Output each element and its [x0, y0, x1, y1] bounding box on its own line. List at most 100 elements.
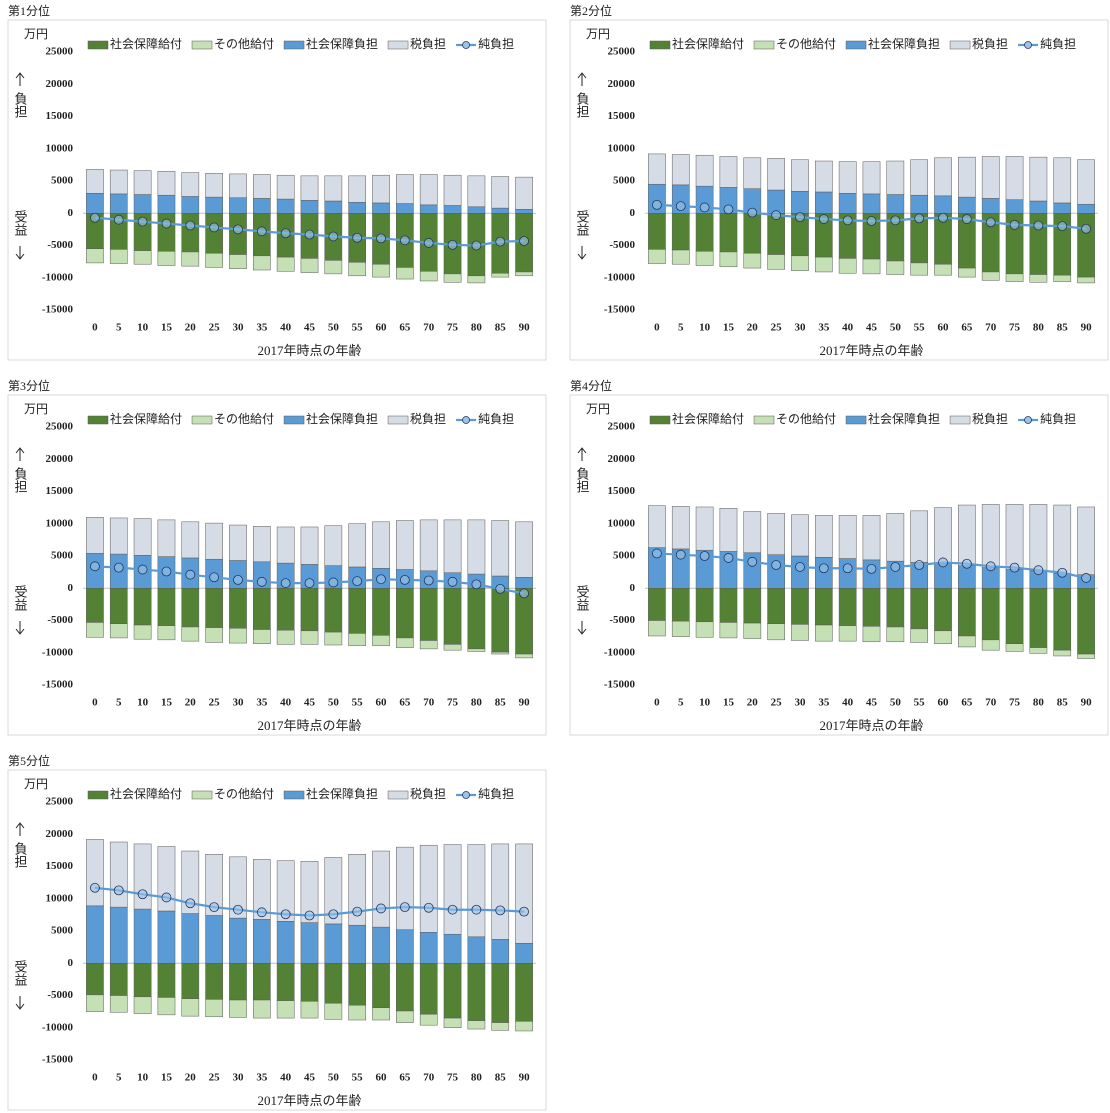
bar-segment: [300, 526, 319, 565]
x-tick-label: 75: [447, 322, 459, 334]
bar-segment: [695, 213, 714, 252]
legend-marker: [1024, 416, 1032, 424]
bar-segment: [981, 504, 1000, 568]
legend-label: その他給付: [214, 37, 274, 51]
line-marker: [161, 566, 172, 577]
bar-segment: [1029, 588, 1048, 648]
x-tick-label: 30: [232, 1072, 244, 1084]
bar-segment: [981, 588, 1000, 641]
bar-segment: [814, 160, 833, 193]
x-tick-label: 85: [1057, 697, 1069, 709]
x-tick-label: 85: [1057, 322, 1069, 334]
y-tick-label: 25000: [608, 421, 636, 433]
bar-segment: [396, 588, 414, 639]
bar-segment: [1077, 159, 1095, 205]
down-arrow: [15, 996, 25, 1010]
x-tick-label: 40: [280, 322, 292, 334]
x-tick-label: 20: [185, 322, 197, 334]
line-marker: [137, 216, 148, 227]
y-tick-label: -5000: [609, 239, 635, 251]
y-unit: 万円: [24, 402, 48, 416]
x-tick-label: 85: [495, 322, 507, 334]
chart-panel: 第4分位万円負担受益-15000-10000-50000500010000150…: [569, 378, 1109, 736]
x-tick-label: 40: [842, 322, 854, 334]
line-marker: [866, 563, 877, 574]
bar-segment: [419, 640, 438, 650]
line-marker: [495, 236, 506, 247]
line-marker: [771, 560, 782, 570]
bar-segment: [157, 997, 176, 1016]
y-tick-label: 25000: [46, 421, 74, 433]
legend-swatch: [387, 415, 409, 425]
y-tick-label: 5000: [613, 550, 636, 562]
x-tick-label: 35: [256, 322, 268, 334]
line-marker: [495, 905, 506, 916]
bar-segment: [491, 272, 510, 278]
bar-segment: [229, 588, 247, 629]
bar-segment: [1077, 213, 1095, 278]
bar-segment: [886, 626, 905, 643]
legend-label: その他給付: [776, 412, 836, 426]
y-tick-label: -15000: [604, 679, 636, 691]
y-tick-label: 10000: [608, 517, 636, 529]
bar-segment: [491, 588, 510, 653]
legend-swatch: [649, 40, 671, 50]
line-marker: [399, 902, 410, 913]
x-tick-label: 65: [399, 697, 411, 709]
x-tick-label: 30: [794, 322, 806, 334]
bar-segment: [491, 520, 510, 577]
bar-segment: [648, 588, 666, 621]
line-marker: [447, 576, 458, 587]
bar-segment: [396, 929, 414, 964]
x-axis-title: 2017年時点の年齢: [257, 718, 361, 733]
bar-segment: [1029, 156, 1048, 202]
bar-segment: [1029, 274, 1048, 283]
bar-segment: [886, 513, 905, 562]
bar-segment: [695, 506, 714, 551]
bar-segment: [157, 519, 176, 557]
y-tick-label: 15000: [608, 110, 636, 122]
bar-segment: [1053, 202, 1072, 214]
bar-segment: [86, 169, 104, 194]
line-marker: [675, 201, 686, 212]
bar-segment: [276, 588, 295, 631]
bar-segment: [1053, 649, 1072, 657]
line-marker: [280, 578, 291, 588]
bar-segment: [886, 194, 905, 214]
line-marker: [818, 563, 829, 574]
x-tick-label: 75: [1009, 322, 1021, 334]
bar-segment: [372, 963, 390, 1009]
x-tick-label: 55: [914, 697, 926, 709]
bar-segment: [276, 1000, 295, 1019]
bar-segment: [86, 517, 104, 554]
bar-segment: [205, 213, 223, 254]
bar-segment: [719, 588, 738, 623]
line-marker: [938, 557, 948, 568]
x-tick-label: 85: [495, 1072, 507, 1084]
line-marker: [328, 577, 339, 588]
up-arrow: [15, 822, 25, 836]
chart-title: 第2分位: [570, 3, 612, 18]
line-marker: [233, 904, 243, 915]
x-tick-label: 75: [447, 697, 459, 709]
y-tick-label: 15000: [46, 485, 74, 497]
x-tick-label: 70: [423, 322, 435, 334]
y-unit: 万円: [586, 402, 610, 416]
bar-segment: [109, 193, 128, 214]
bar-segment: [671, 249, 690, 265]
lower-label: 受益: [13, 960, 28, 986]
bar-segment: [838, 161, 857, 194]
bar-segment: [838, 558, 857, 589]
bar-segment: [157, 251, 176, 266]
bar-segment: [86, 963, 104, 996]
chart-title: 第3分位: [8, 378, 50, 393]
y-tick-label: 25000: [608, 46, 636, 58]
bar-segment: [348, 924, 367, 964]
bar-segment: [252, 198, 271, 214]
line-marker: [1009, 562, 1020, 573]
line-marker: [471, 240, 482, 251]
line-marker: [423, 575, 434, 586]
bar-segment: [109, 995, 128, 1013]
bar-segment: [443, 519, 462, 574]
x-tick-label: 45: [304, 1072, 316, 1084]
